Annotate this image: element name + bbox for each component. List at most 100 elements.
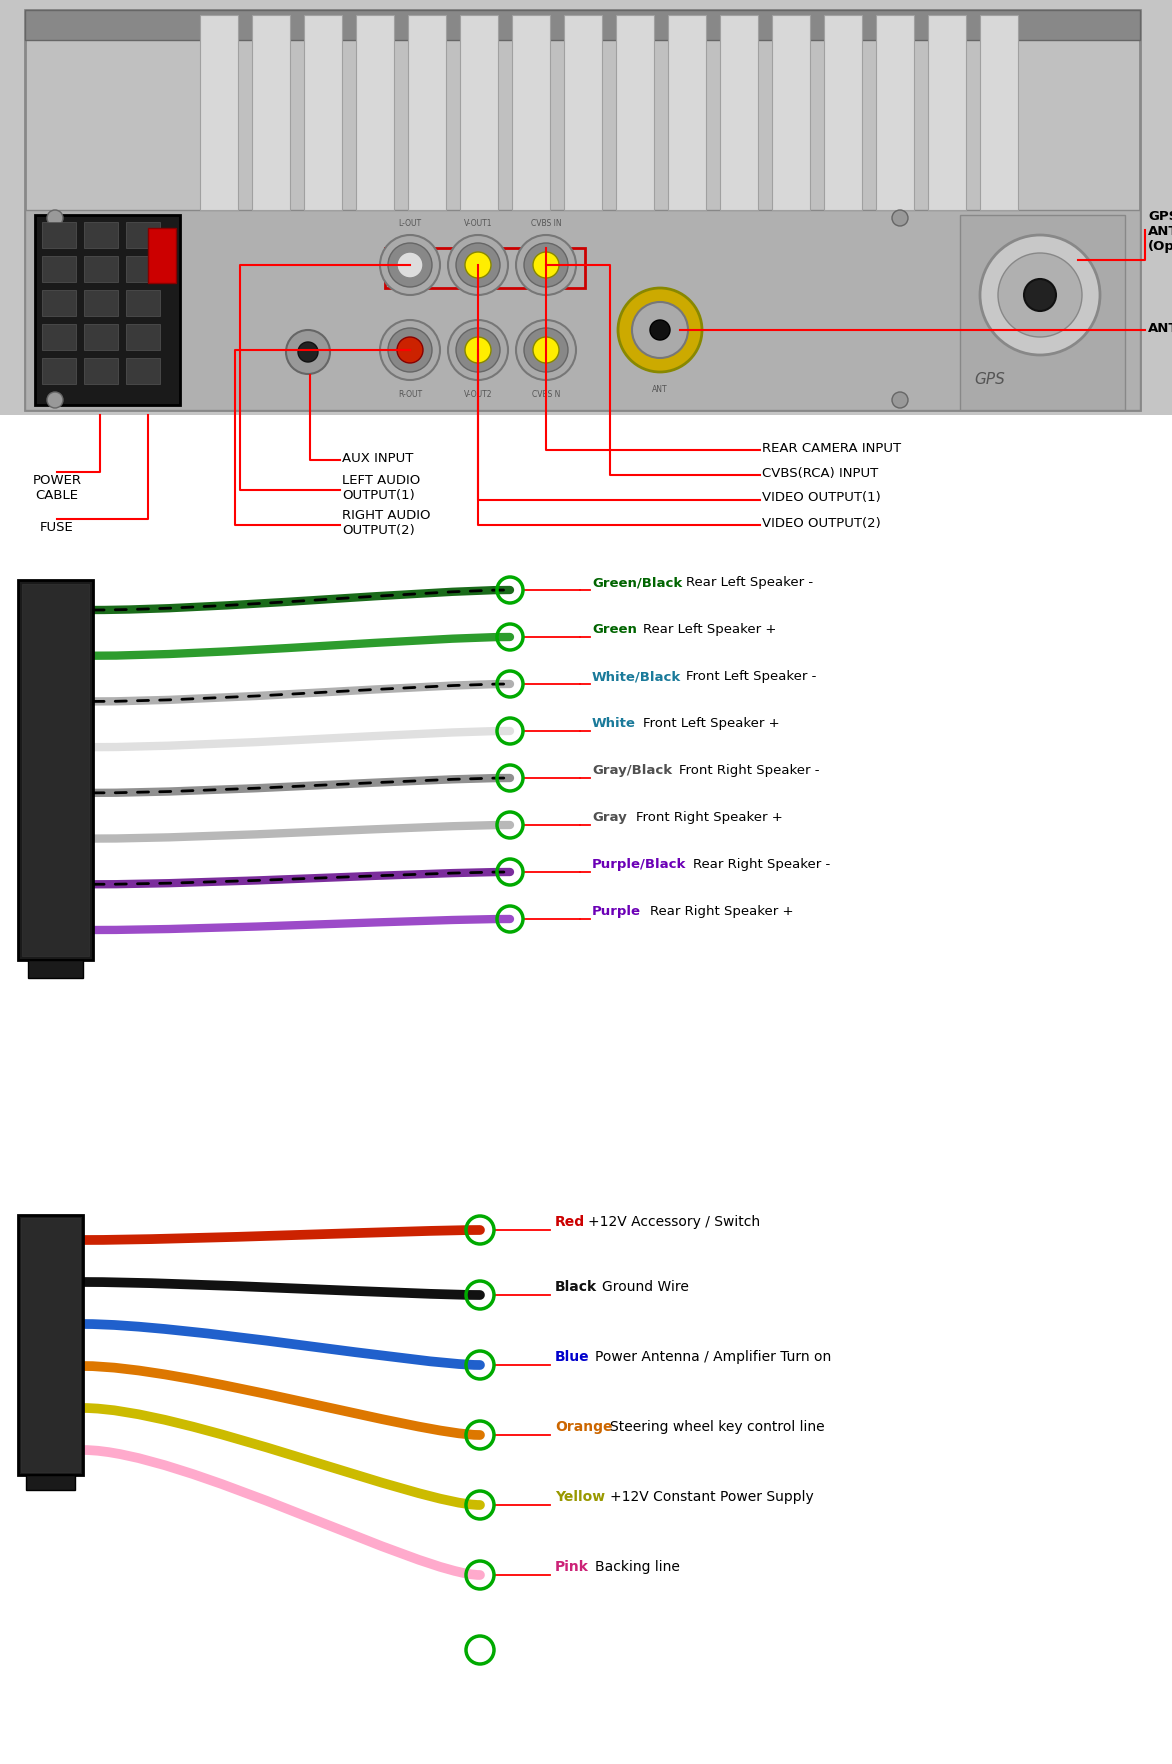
Text: POWER
CABLE: POWER CABLE xyxy=(33,475,82,503)
Circle shape xyxy=(286,330,331,374)
Text: GPS: GPS xyxy=(975,372,1006,388)
Text: White/Black: White/Black xyxy=(592,670,681,683)
Text: Rear Left Speaker +: Rear Left Speaker + xyxy=(643,623,776,637)
Text: Steering wheel key control line: Steering wheel key control line xyxy=(609,1420,825,1434)
Bar xyxy=(127,256,161,282)
Text: +12V Constant Power Supply: +12V Constant Power Supply xyxy=(609,1491,813,1505)
Bar xyxy=(252,16,289,210)
Text: Gray: Gray xyxy=(592,811,627,824)
Bar xyxy=(0,0,1172,556)
Bar xyxy=(25,11,1140,41)
Bar xyxy=(127,358,161,385)
Bar xyxy=(0,1175,1172,1764)
Circle shape xyxy=(388,328,432,372)
Bar xyxy=(42,256,76,282)
Bar xyxy=(408,16,447,210)
Circle shape xyxy=(456,243,500,288)
Bar xyxy=(84,222,118,249)
Circle shape xyxy=(524,328,568,372)
Text: REAR CAMERA INPUT: REAR CAMERA INPUT xyxy=(762,441,901,455)
Text: Front Right Speaker -: Front Right Speaker - xyxy=(679,764,819,776)
Bar xyxy=(928,16,966,210)
Text: VIDEO OUTPUT(2): VIDEO OUTPUT(2) xyxy=(762,517,880,529)
Circle shape xyxy=(516,235,575,295)
Bar xyxy=(21,1217,80,1471)
Text: VIDEO OUTPUT(1): VIDEO OUTPUT(1) xyxy=(762,492,880,505)
Bar xyxy=(960,215,1125,409)
Text: GPS
ANTENNA
(Optional): GPS ANTENNA (Optional) xyxy=(1149,210,1172,252)
Text: Ground Wire: Ground Wire xyxy=(602,1281,689,1295)
Circle shape xyxy=(47,392,63,407)
Bar xyxy=(720,16,758,210)
Circle shape xyxy=(618,288,702,372)
Bar xyxy=(84,325,118,349)
Text: Green: Green xyxy=(592,623,636,637)
Bar xyxy=(26,1475,75,1491)
Text: Rear Right Speaker +: Rear Right Speaker + xyxy=(650,905,793,917)
Text: Purple: Purple xyxy=(592,905,641,917)
Text: Front Right Speaker +: Front Right Speaker + xyxy=(635,811,783,824)
Text: Green/Black: Green/Black xyxy=(592,577,682,589)
Circle shape xyxy=(456,328,500,372)
Bar xyxy=(35,215,180,406)
Text: White: White xyxy=(592,716,636,730)
Circle shape xyxy=(524,243,568,288)
Circle shape xyxy=(397,337,423,363)
Bar xyxy=(42,358,76,385)
Bar xyxy=(304,16,342,210)
Text: R-OUT: R-OUT xyxy=(398,390,422,399)
Circle shape xyxy=(999,252,1082,337)
Bar xyxy=(668,16,706,210)
Bar xyxy=(564,16,602,210)
Circle shape xyxy=(298,342,318,362)
Bar xyxy=(84,358,118,385)
Text: FUSE: FUSE xyxy=(40,520,74,534)
Bar xyxy=(127,325,161,349)
Text: RIGHT AUDIO
OUTPUT(2): RIGHT AUDIO OUTPUT(2) xyxy=(342,510,430,536)
Circle shape xyxy=(388,243,432,288)
Text: V-OUT1: V-OUT1 xyxy=(464,219,492,228)
Circle shape xyxy=(533,337,559,363)
Bar xyxy=(980,16,1018,210)
Text: LEFT AUDIO
OUTPUT(1): LEFT AUDIO OUTPUT(1) xyxy=(342,475,421,503)
Text: ANT: ANT xyxy=(652,385,668,393)
Circle shape xyxy=(632,302,688,358)
Circle shape xyxy=(650,319,670,340)
Text: +12V Accessory / Switch: +12V Accessory / Switch xyxy=(587,1215,759,1230)
Text: Front Left Speaker -: Front Left Speaker - xyxy=(686,670,817,683)
Text: Rear Right Speaker -: Rear Right Speaker - xyxy=(694,857,831,871)
Text: CVBS(RCA) INPUT: CVBS(RCA) INPUT xyxy=(762,466,878,480)
Bar xyxy=(616,16,654,210)
Bar xyxy=(84,256,118,282)
Bar xyxy=(28,960,83,977)
Bar xyxy=(127,222,161,249)
Bar xyxy=(200,16,238,210)
Bar xyxy=(459,16,498,210)
Text: Purple/Black: Purple/Black xyxy=(592,857,687,871)
Text: Orange: Orange xyxy=(556,1420,613,1434)
Bar xyxy=(25,210,1140,409)
Bar xyxy=(824,16,861,210)
Circle shape xyxy=(892,210,908,226)
Text: CVBS N: CVBS N xyxy=(532,390,560,399)
Circle shape xyxy=(465,337,491,363)
Bar xyxy=(356,16,394,210)
Circle shape xyxy=(448,235,507,295)
Bar xyxy=(127,289,161,316)
Text: Backing line: Backing line xyxy=(595,1559,680,1573)
Bar xyxy=(18,580,93,960)
Text: Red: Red xyxy=(556,1215,585,1230)
Bar xyxy=(0,556,1172,1145)
Text: CVBS IN: CVBS IN xyxy=(531,219,561,228)
Bar xyxy=(42,289,76,316)
Text: V-OUT2: V-OUT2 xyxy=(464,390,492,399)
Text: Rear Left Speaker -: Rear Left Speaker - xyxy=(686,577,813,589)
Circle shape xyxy=(380,319,440,379)
Text: Yellow: Yellow xyxy=(556,1491,605,1505)
Text: Blue: Blue xyxy=(556,1349,590,1364)
Text: Power Antenna / Amplifier Turn on: Power Antenna / Amplifier Turn on xyxy=(595,1349,831,1364)
Text: Gray/Black: Gray/Black xyxy=(592,764,672,776)
Bar xyxy=(0,415,1172,556)
Circle shape xyxy=(1024,279,1056,310)
Text: Pink: Pink xyxy=(556,1559,588,1573)
